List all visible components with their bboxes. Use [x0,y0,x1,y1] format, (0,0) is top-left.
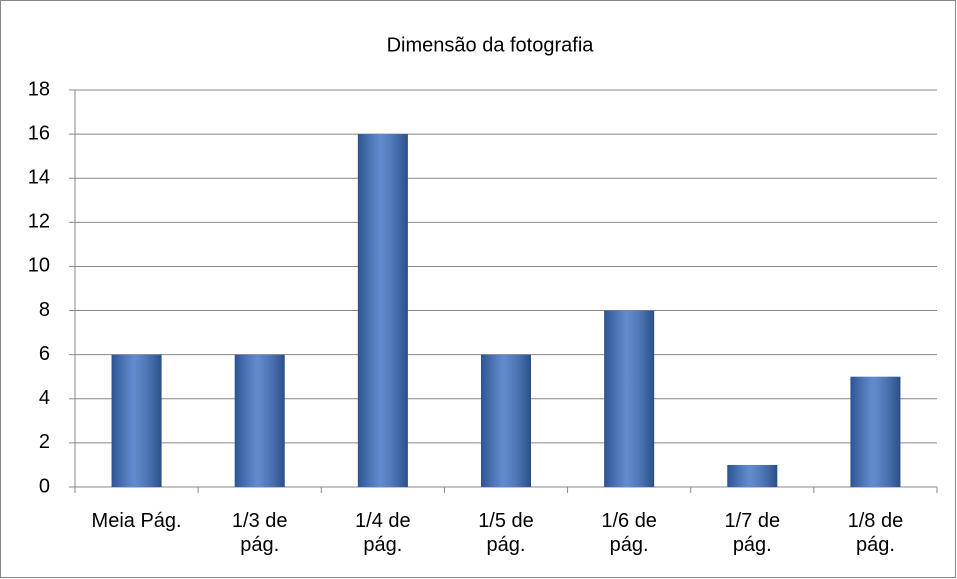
y-tick-label: 8 [39,299,50,321]
y-tick-label: 12 [28,211,50,233]
y-tick-label: 6 [39,343,50,365]
x-tick-label: Meia Pág. [91,510,182,532]
x-tick-label: 1/3 de pág. [231,510,288,556]
y-tick-label: 10 [28,255,50,277]
x-tick-label: 1/4 de pág. [355,510,411,556]
chart-title: Dimensão da fotografia [387,34,595,56]
y-tick-label: 2 [39,431,50,453]
y-tick-label: 0 [39,475,50,497]
x-tick-label: 1/7 de pág. [724,510,781,556]
y-tick-label: 18 [28,78,50,100]
bar-shading [850,376,901,487]
bar-shading [604,310,655,487]
bar-shading [727,464,778,487]
y-tick-label: 4 [39,387,50,409]
bar-shading [481,354,531,487]
bar-shading [357,134,408,487]
x-tick-label: 1/8 de pág. [847,510,904,556]
x-tick-label: 1/5 de pág. [478,510,534,556]
bar-shading [234,354,285,487]
y-tick-label: 14 [28,167,50,189]
bar-shading [111,354,162,487]
y-tick-label: 16 [28,122,50,144]
x-tick-label: 1/6 de pág. [601,510,657,556]
